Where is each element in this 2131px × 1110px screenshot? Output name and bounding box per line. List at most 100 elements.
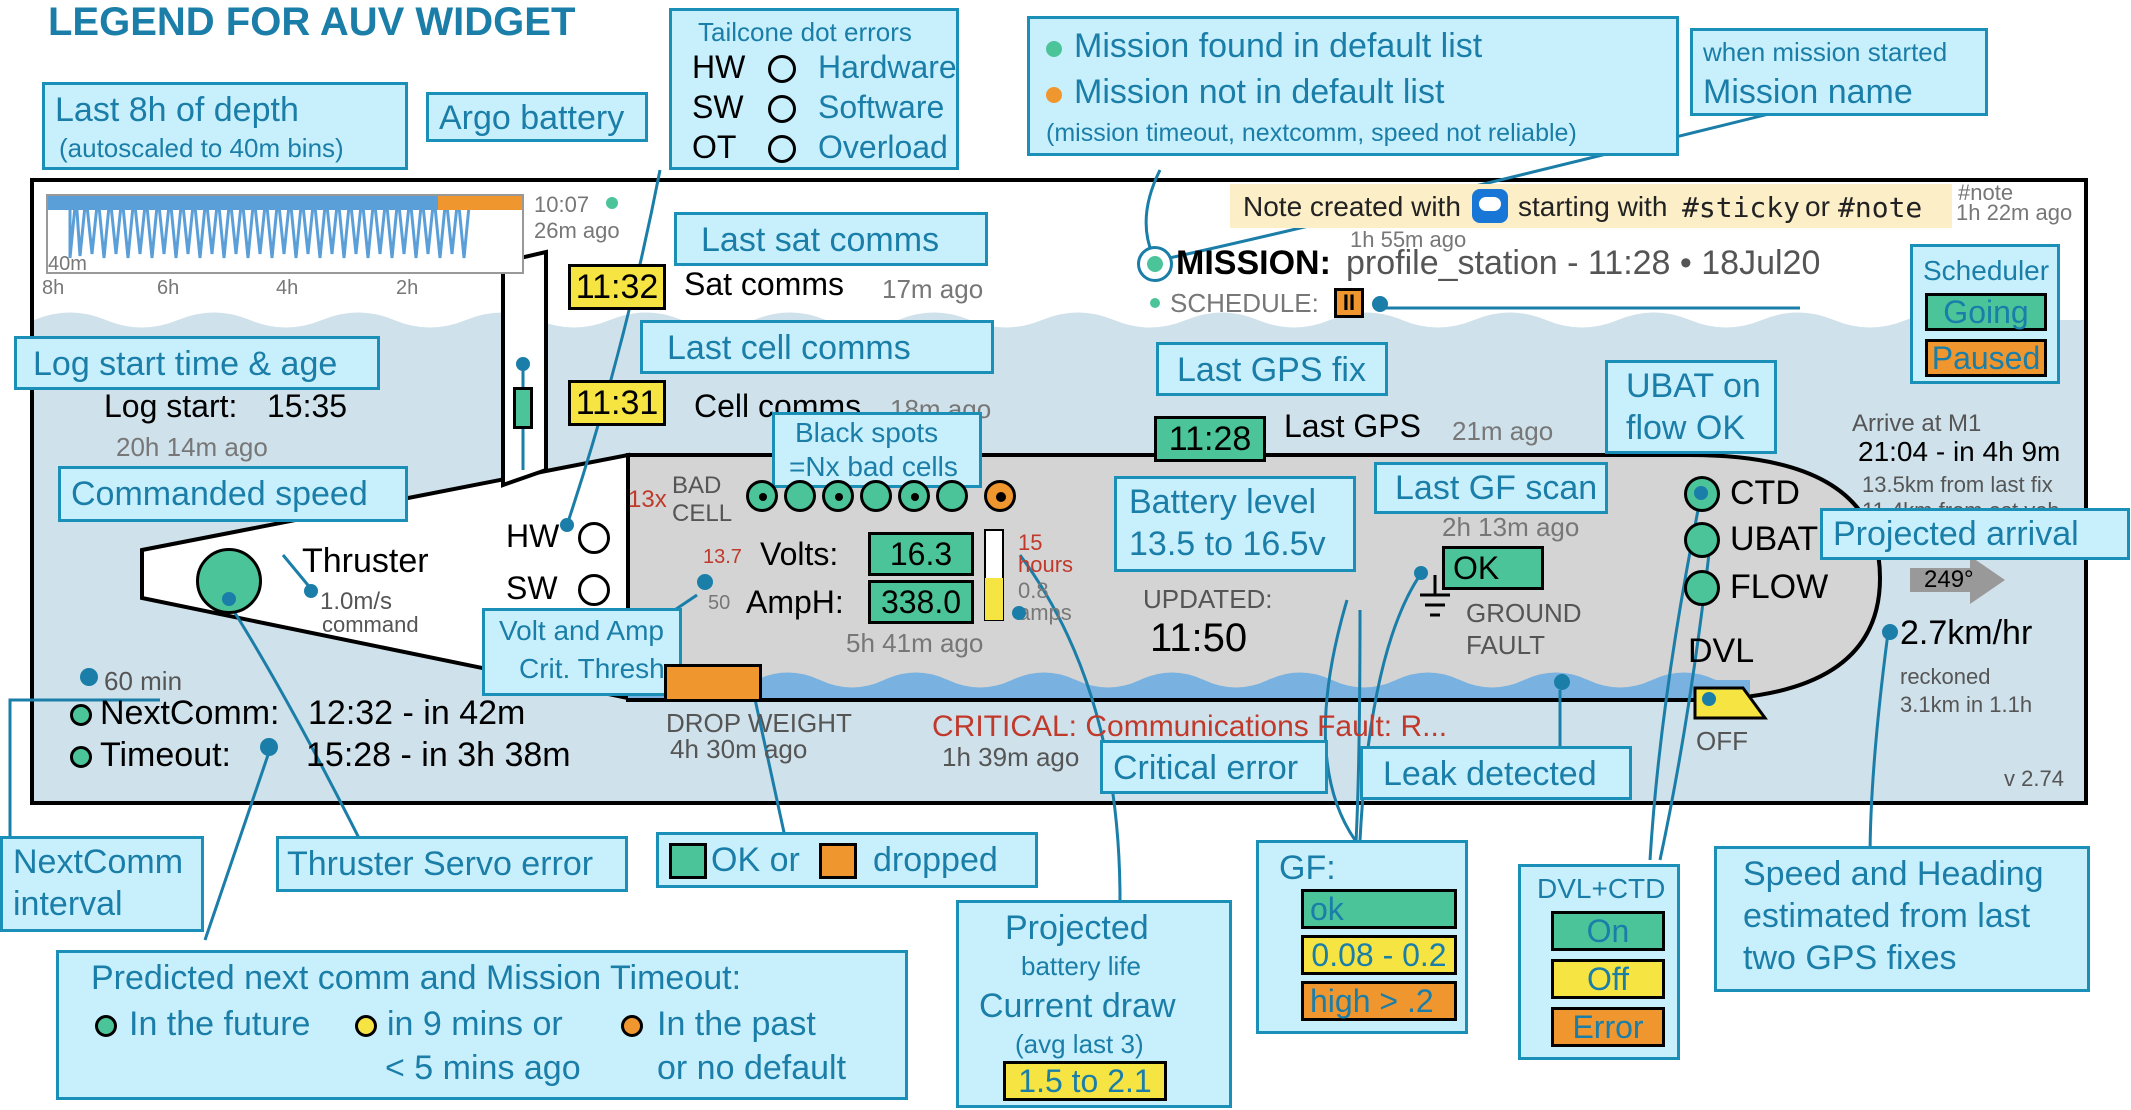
ctd-connector-dot [1694, 486, 1708, 500]
log-start-label: Log start time & age [33, 345, 338, 383]
gf-label2: FAULT [1466, 630, 1545, 660]
battery-hours: 15 [1018, 530, 1043, 555]
nextcomm-box-line1: NextComm [13, 843, 184, 881]
dvl-state: OFF [1696, 726, 1748, 756]
battery-level-line1: Battery level [1129, 483, 1317, 521]
dvl-label: DVL [1688, 632, 1755, 670]
critical-error-label: Critical error [1113, 749, 1299, 787]
tail-hw-dot [578, 522, 610, 554]
proj-battery-l3: Current draw [979, 987, 1176, 1025]
bad-cell-label2: CELL [672, 500, 733, 527]
legend-title: LEGEND FOR AUV WIDGET [48, 0, 576, 44]
speed-connector-dot [1882, 624, 1898, 640]
volts-crit: 13.7 [703, 546, 742, 568]
chat-bubble-icon [1472, 189, 1508, 223]
sat-text: Sat comms [684, 266, 845, 302]
black-spots-box: Black spots =Nx bad cells [772, 412, 982, 488]
mission-legend-note: (mission timeout, nextcomm, speed not re… [1046, 119, 1577, 147]
last-gps-box: Last GPS fix [1156, 342, 1388, 396]
schedule-pause-button[interactable]: II [1334, 288, 1364, 318]
ctd-label: CTD [1730, 474, 1800, 512]
tail-sw-label: SW [506, 570, 558, 606]
predicted-box: Predicted next comm and Mission Timeout:… [56, 950, 908, 1100]
mission-found-label: Mission found in default list [1074, 27, 1483, 65]
note-tag: #note [1958, 180, 2014, 205]
dvl-connector-dot [1702, 692, 1716, 706]
mission-started-line1: when mission started [1703, 37, 1948, 67]
proj-battery-l2: battery life [1021, 951, 1141, 981]
crit-thresh-line1: Volt and Amp [499, 615, 665, 646]
scheduler-box: Scheduler Going Paused [1910, 244, 2060, 384]
gf-label1: GROUND [1466, 598, 1582, 628]
battery-level-line2: 13.5 to 16.5v [1129, 525, 1326, 563]
log-start-text: Log start: [104, 388, 238, 424]
tailcone-errors-box: Tailcone dot errors HW Hardware SW Softw… [669, 8, 959, 170]
predicted-past1: In the past [657, 1005, 816, 1043]
predicted-future-dot [95, 1015, 117, 1037]
flow-status [1684, 570, 1720, 606]
arrive-time: 21:04 - in 4h 9m [1858, 436, 2061, 467]
black-spots-line2: =Nx bad cells [789, 451, 958, 482]
dvl-ctd-error: Error [1551, 1007, 1665, 1047]
depth-plot [46, 194, 524, 274]
note-code1: #sticky [1682, 191, 1801, 224]
dvl-ctd-title: DVL+CTD [1537, 873, 1666, 904]
volts-value: 16.3 [868, 532, 974, 576]
projected-battery-box: Projected battery life Current draw (avg… [956, 900, 1232, 1108]
mission-status-ring [1137, 246, 1173, 282]
ubat-flow-box: UBAT on flow OK [1605, 360, 1777, 454]
schedule-label: SCHEDULE: [1170, 288, 1319, 318]
critical-text: CRITICAL: Communications Fault: R... [932, 710, 1448, 743]
note-code2: #note [1838, 191, 1923, 224]
speed-reckoned: reckoned [1900, 664, 1991, 689]
version-label: v 2.74 [2004, 766, 2064, 791]
commanded-speed-value: 1.0m/s [320, 588, 393, 615]
speed-heading-l1: Speed and Heading [1743, 855, 2044, 893]
depth-plot-sub: (autoscaled to 40m bins) [59, 133, 344, 163]
dropped-swatch [819, 843, 857, 879]
depth-plot-label-box: Last 8h of depth (autoscaled to 40m bins… [42, 82, 408, 170]
sat-time: 11:32 [568, 264, 666, 310]
commanded-speed-box: Commanded speed [58, 466, 408, 522]
battery-cell [898, 480, 930, 512]
mission-found-dot [1046, 41, 1062, 57]
battery-level-box: Battery level 13.5 to 16.5v [1114, 476, 1356, 572]
predicted-title: Predicted next comm and Mission Timeout: [91, 959, 742, 997]
crit-thresh-box: Volt and Amp Crit. Thresh. [482, 608, 682, 696]
critical-age: 1h 39m ago [942, 742, 1080, 772]
last-gf-label: Last GF scan [1395, 469, 1598, 507]
battery-amps-label: amps [1018, 600, 1072, 625]
dvl-ctd-off: Off [1551, 959, 1665, 999]
note-banner [1230, 184, 1952, 228]
err-code-hw: HW [692, 49, 746, 85]
timeout-label: Timeout: [100, 736, 232, 774]
depth-tick-2: 4h [276, 277, 299, 299]
predicted-nine2: < 5 mins ago [385, 1049, 581, 1087]
speed-value: 2.7km/hr [1900, 614, 2033, 652]
note-age: 1h 55m ago [1350, 227, 1467, 252]
amph-value: 338.0 [868, 580, 974, 624]
scheduler-title: Scheduler [1923, 255, 2050, 286]
last-gf-age: 2h 13m ago [1442, 512, 1580, 542]
argo-connector-dot [516, 357, 530, 371]
timeout-value: 15:28 - in 3h 38m [306, 736, 571, 774]
mission-started-line2: Mission name [1703, 73, 1913, 111]
sat-comms-label: Last sat comms [701, 221, 940, 259]
battery-cell [746, 480, 778, 512]
drop-weight-indicator [664, 664, 762, 702]
gf-legend-title: GF: [1279, 849, 1336, 887]
cell-comms-box: Last cell comms [640, 320, 994, 374]
mission-name: profile_station - 11:28 • 18Jul20 [1346, 244, 1821, 282]
battery-cell [936, 480, 968, 512]
gps-age: 21m ago [1452, 416, 1554, 446]
argo-battery-icon [513, 387, 533, 429]
predicted-nine-dot [355, 1015, 377, 1037]
thruster-servo-label: Thruster Servo error [287, 845, 594, 883]
battery-cell [784, 480, 816, 512]
argo-battery-box: Argo battery [426, 92, 648, 142]
ok-swatch [669, 843, 707, 879]
speed-reckoned-dist: 3.1km in 1.1h [1900, 692, 2033, 717]
err-code-sw: SW [692, 89, 744, 125]
crit-thresh-line2: Crit. Thresh. [519, 653, 673, 684]
speed-heading-box: Speed and Heading estimated from last tw… [1714, 846, 2090, 992]
